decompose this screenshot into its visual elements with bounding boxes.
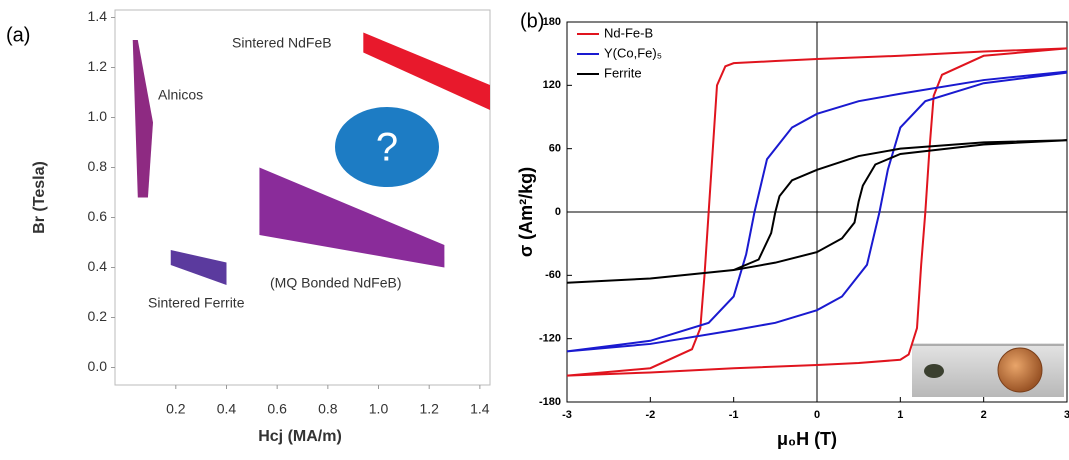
x-tick-label: 0.2: [166, 401, 186, 417]
x-tick-label: 1.2: [419, 401, 439, 417]
legend-label: Ferrite: [604, 65, 642, 80]
x-tick-label: 2: [981, 409, 987, 421]
chart-a: 0.0 0.2 0.4 0.6 0.8 1.0 1.2 1.4 0.2 0.4 0.6 0.8 1.0 1…: [6, 8, 490, 445]
x-tick-label: -3: [562, 409, 572, 421]
y-tick-label: 120: [543, 79, 561, 91]
panel-label: (b): [520, 10, 544, 32]
y-tick-label: 0: [555, 206, 561, 218]
panel-label: (a): [6, 24, 30, 46]
x-tick-label: 0.6: [267, 401, 287, 417]
hysteresis-curve: [566, 47, 1068, 377]
region: [170, 250, 227, 285]
y-tick-label: 0.4: [88, 258, 108, 274]
y-tick-label: 1.4: [88, 8, 108, 24]
region: [132, 40, 154, 198]
x-tick-label: 1.0: [369, 401, 389, 417]
y-tick-label: -180: [539, 396, 561, 408]
y-tick-label: 180: [543, 16, 561, 28]
region: [363, 32, 490, 110]
x-axis-title: μ₀H (T): [777, 429, 837, 449]
inset-photo: [912, 343, 1064, 397]
y-axis-title: σ (Am²/kg): [516, 167, 536, 257]
chart-b: -180 -120 -60 0 60 120 180 -3 -2 -1 0 1 2 3 Nd-Fe-B Y(C…: [516, 10, 1069, 448]
x-tick-label: 0: [814, 409, 820, 421]
legend-label: Nd-Fe-B: [604, 25, 653, 40]
y-axis-title: Br (Tesla): [31, 161, 48, 234]
legend-label: Y(Co,Fe)₅: [604, 45, 662, 60]
x-tick-label: 0.8: [318, 401, 338, 417]
y-tick-label: 60: [549, 143, 561, 155]
y-tick-label: 0.8: [88, 158, 108, 174]
y-tick-label: 1.2: [88, 58, 108, 74]
x-tick-label: 1: [897, 409, 903, 421]
y-tick-label: 0.2: [88, 308, 108, 324]
region-label: Alnicos: [158, 87, 203, 103]
x-tick-label: 3: [1064, 409, 1069, 421]
y-tick-label: -120: [539, 333, 561, 345]
y-tick-label: -60: [545, 269, 561, 281]
x-tick-label: 1.4: [470, 401, 490, 417]
y-tick-label: 0.6: [88, 208, 108, 224]
x-axis-title: Hcj (MA/m): [258, 428, 342, 445]
question-bubble: [335, 107, 439, 187]
y-tick-label: 1.0: [88, 108, 108, 124]
annotation: ?: [376, 126, 398, 170]
hysteresis-curve: [566, 139, 1068, 284]
region: [259, 167, 445, 268]
x-tick-label: -1: [729, 409, 739, 421]
region-label: Sintered Ferrite: [148, 295, 245, 311]
region-label: Sintered NdFeB: [232, 35, 332, 51]
x-tick-label: 0.4: [217, 401, 237, 417]
x-tick-label: -2: [645, 409, 655, 421]
y-tick-label: 0.0: [88, 358, 108, 374]
region-label: (MQ Bonded NdFeB): [270, 275, 402, 291]
hysteresis-curve: [566, 70, 1068, 353]
